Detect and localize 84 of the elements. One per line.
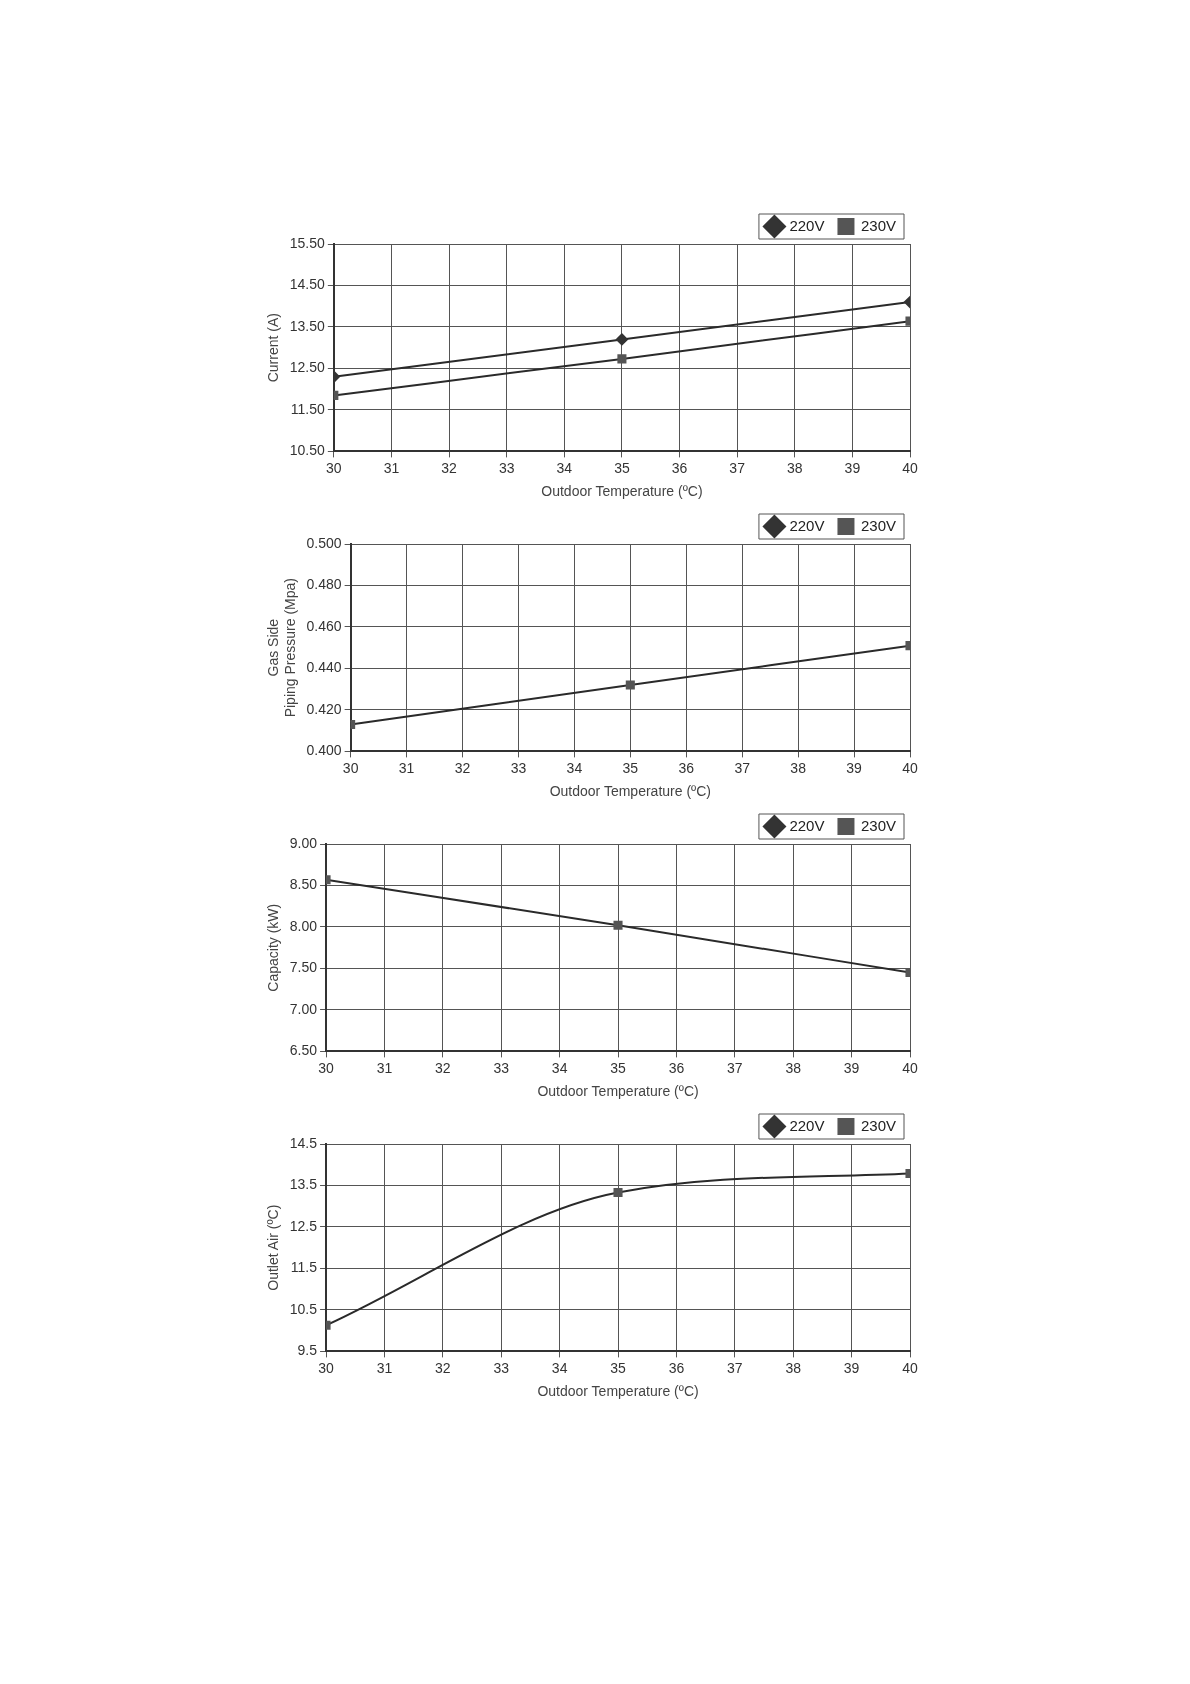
x-tick-label: 32 xyxy=(454,759,471,776)
x-tick-label: 37 xyxy=(727,1059,743,1076)
x-tick-label: 36 xyxy=(668,1059,685,1076)
x-tick-label: 33 xyxy=(493,1059,510,1076)
x-tick-label: 34 xyxy=(566,759,583,776)
y-tick-label: 9.00 xyxy=(289,834,318,851)
x-tick-label: 38 xyxy=(785,1359,802,1376)
x-tick-label: 36 xyxy=(668,1359,685,1376)
x-tick-label: 30 xyxy=(326,459,342,476)
y-tick-label: 12.5 xyxy=(289,1217,318,1234)
x-axis-title: Outdoor Temperature (ºC) xyxy=(549,783,711,800)
y-tick-label: 6.50 xyxy=(289,1042,318,1059)
x-tick-label: 40 xyxy=(902,1059,918,1076)
x-tick-label: 39 xyxy=(843,1059,860,1076)
x-tick-label: 37 xyxy=(734,759,751,776)
x-axis-title: Outdoor Temperature (ºC) xyxy=(537,1383,699,1400)
legend-label: 230V xyxy=(860,516,897,534)
x-tick-label: 35 xyxy=(610,1359,627,1376)
x-tick-label: 37 xyxy=(727,1359,743,1376)
y-tick-label: 14.5 xyxy=(289,1134,318,1151)
x-tick-label: 35 xyxy=(610,1059,627,1076)
x-tick-label: 39 xyxy=(843,1359,860,1376)
y-tick-label: 12.50 xyxy=(289,359,326,376)
x-tick-label: 33 xyxy=(510,759,527,776)
legend-label: 220V xyxy=(789,816,825,834)
y-tick-label: 7.50 xyxy=(289,959,318,976)
y-tick-label: 0.400 xyxy=(306,742,342,759)
x-tick-label: 36 xyxy=(678,759,695,776)
x-tick-label: 30 xyxy=(342,759,359,776)
x-tick-label: 38 xyxy=(785,1059,802,1076)
y-tick-label: 10.5 xyxy=(289,1300,318,1317)
y-tick-label: 0.420 xyxy=(306,700,342,717)
y-tick-label: 11.50 xyxy=(290,400,326,417)
x-tick-label: 35 xyxy=(622,759,639,776)
legend-label: 230V xyxy=(860,216,897,234)
y-tick-label: 13.50 xyxy=(289,317,326,334)
x-tick-label: 36 xyxy=(671,459,688,476)
x-tick-label: 40 xyxy=(902,759,918,776)
legend-label: 220V xyxy=(789,1116,825,1134)
x-tick-label: 34 xyxy=(551,1359,568,1376)
x-tick-label: 30 xyxy=(318,1359,335,1376)
x-axis-title: Outdoor Temperature (ºC) xyxy=(537,1083,699,1100)
y-axis-title: Gas Side Piping Pressure (Mpa) xyxy=(265,578,299,718)
x-tick-label: 34 xyxy=(556,459,573,476)
y-axis-title: Outlet Air (ºC) xyxy=(265,1204,282,1291)
y-tick-label: 7.00 xyxy=(289,1000,318,1017)
x-tick-label: 38 xyxy=(786,459,803,476)
x-tick-label: 37 xyxy=(729,459,746,476)
x-tick-label: 31 xyxy=(376,1059,393,1076)
legend-label: 230V xyxy=(860,1116,897,1134)
x-tick-label: 32 xyxy=(435,1059,451,1076)
x-tick-label: 33 xyxy=(493,1359,510,1376)
x-tick-label: 32 xyxy=(441,459,458,476)
y-tick-label: 10.50 xyxy=(289,442,326,459)
x-tick-label: 35 xyxy=(614,459,630,476)
y-axis-title: Capacity (kW) xyxy=(265,903,282,992)
y-tick-label: 0.440 xyxy=(306,659,342,676)
y-tick-label: 8.50 xyxy=(289,876,318,893)
y-tick-label: 11.5 xyxy=(290,1259,318,1276)
x-tick-label: 30 xyxy=(318,1059,335,1076)
x-tick-label: 31 xyxy=(383,459,400,476)
x-tick-label: 31 xyxy=(398,759,415,776)
x-tick-label: 39 xyxy=(846,759,863,776)
y-tick-label: 14.50 xyxy=(289,276,326,293)
x-tick-label: 31 xyxy=(376,1359,393,1376)
y-tick-label: 0.500 xyxy=(306,534,342,551)
x-tick-label: 39 xyxy=(844,459,861,476)
y-tick-label: 0.460 xyxy=(306,617,342,634)
legend-label: 230V xyxy=(860,816,897,834)
y-axis-title: Current (A) xyxy=(265,313,282,383)
y-tick-label: 8.00 xyxy=(289,917,318,934)
x-tick-label: 40 xyxy=(902,1359,918,1376)
y-tick-label: 13.5 xyxy=(289,1176,318,1193)
x-tick-label: 40 xyxy=(902,459,918,476)
x-tick-label: 32 xyxy=(435,1359,451,1376)
x-tick-label: 33 xyxy=(498,459,515,476)
y-tick-label: 0.480 xyxy=(306,576,342,593)
y-tick-label: 9.5 xyxy=(297,1342,318,1359)
x-tick-label: 34 xyxy=(551,1059,568,1076)
x-tick-label: 38 xyxy=(790,759,807,776)
legend-label: 220V xyxy=(789,216,825,234)
x-axis-title: Outdoor Temperature (ºC) xyxy=(541,483,703,500)
legend-label: 220V xyxy=(789,516,825,534)
y-tick-label: 15.50 xyxy=(289,234,326,251)
